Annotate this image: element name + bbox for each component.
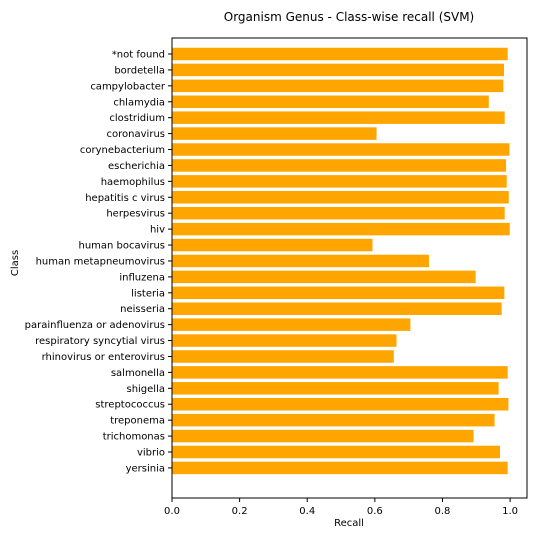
y-tick-label: corynebacterium: [80, 145, 165, 156]
y-tick-label: trichomonas: [103, 432, 165, 443]
bar-herpesvirus: [172, 206, 505, 220]
bar-streptococcus: [172, 397, 509, 411]
bar-haemophilus: [172, 175, 507, 188]
bar-hiv: [172, 222, 510, 236]
x-tick-label: 0.4: [299, 506, 315, 517]
x-axis-label: Recall: [334, 518, 364, 529]
y-tick-label: influzena: [119, 272, 165, 283]
bar-human-bocavirus: [172, 238, 373, 252]
y-axis-ticks: *not found bordetella campylobacter chlamyd…: [25, 50, 172, 474]
x-tick-label: 0.8: [435, 506, 451, 517]
bar-respiratory-syncytial-virus: [172, 334, 397, 347]
y-tick-label: listeria: [131, 288, 165, 299]
bar-escherichia: [172, 159, 507, 172]
bar-parainfluenza-or-adenovirus: [172, 318, 411, 331]
bar-bordetella: [172, 63, 505, 77]
y-tick-label: bordetella: [114, 65, 165, 76]
x-tick-label: 0.6: [367, 506, 383, 517]
bar-vibrio: [172, 445, 500, 459]
y-tick-label: salmonella: [111, 368, 165, 379]
y-tick-label: shigella: [126, 384, 165, 395]
bar-corynebacterium: [172, 143, 510, 156]
x-tick-label: 0.0: [164, 506, 180, 517]
bar-trichomonas: [172, 429, 474, 443]
y-tick-label: chlamydia: [113, 97, 165, 108]
bar-human-metapneumovirus: [172, 254, 429, 268]
x-tick-label: 1.0: [502, 506, 518, 517]
bar-listeria: [172, 286, 505, 300]
bar-treponema: [172, 413, 495, 427]
bar-campylobacter: [172, 79, 504, 93]
bar-chlamydia: [172, 95, 489, 109]
y-tick-label: haemophilus: [101, 177, 165, 188]
bar-hepatitis-c-virus: [172, 191, 509, 204]
y-tick-label: escherichia: [108, 161, 165, 172]
bar-neisseria: [172, 302, 502, 315]
y-tick-label: vibrio: [137, 448, 165, 459]
y-tick-label: coronavirus: [107, 129, 165, 140]
y-tick-label: yersinia: [126, 463, 165, 474]
bar-not-found: [172, 47, 508, 61]
y-tick-label: parainfluenza or adenovirus: [25, 320, 165, 331]
x-axis-ticks: 0.0 0.2 0.4 0.6 0.8 1.0: [164, 498, 518, 517]
y-tick-label: hiv: [150, 225, 165, 236]
y-tick-label: rhinovirus or enterovirus: [42, 352, 165, 363]
y-tick-label: streptococcus: [95, 400, 165, 411]
plot-frame: [171, 37, 528, 499]
y-tick-label: human bocavirus: [78, 241, 165, 252]
bars-group: [172, 47, 510, 475]
bar-yersinia: [172, 461, 508, 475]
y-tick-label: herpesvirus: [106, 209, 165, 220]
y-tick-label: human metapneumovirus: [36, 256, 165, 267]
bar-influzena: [172, 270, 476, 284]
y-tick-label: neisseria: [120, 304, 165, 315]
bar-clostridium: [172, 111, 505, 124]
y-tick-label: campylobacter: [90, 81, 166, 92]
y-tick-label: treponema: [110, 416, 165, 427]
y-tick-label: clostridium: [109, 113, 165, 124]
bar-shigella: [172, 382, 499, 395]
bar-rhinovirus-or-enterovirus: [172, 350, 394, 363]
y-axis-label: Class: [10, 250, 21, 276]
chart-title: Organism Genus - Class-wise recall (SVM): [224, 10, 474, 24]
y-tick-label: respiratory syncytial virus: [35, 336, 165, 347]
bar-salmonella: [172, 366, 508, 379]
y-tick-label: hepatitis c virus: [85, 193, 165, 204]
x-tick-label: 0.2: [232, 506, 248, 517]
y-tick-label: *not found: [112, 50, 165, 61]
bar-coronavirus: [172, 127, 377, 140]
